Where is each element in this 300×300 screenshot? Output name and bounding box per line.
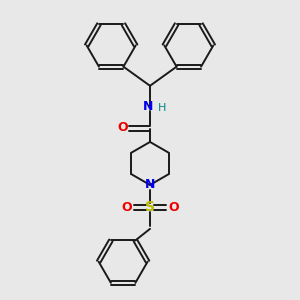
Text: N: N <box>142 100 153 113</box>
Text: O: O <box>118 122 128 134</box>
Text: O: O <box>168 201 179 214</box>
Text: O: O <box>121 201 132 214</box>
Text: N: N <box>145 178 155 191</box>
Text: S: S <box>145 200 155 214</box>
Text: H: H <box>158 103 167 113</box>
